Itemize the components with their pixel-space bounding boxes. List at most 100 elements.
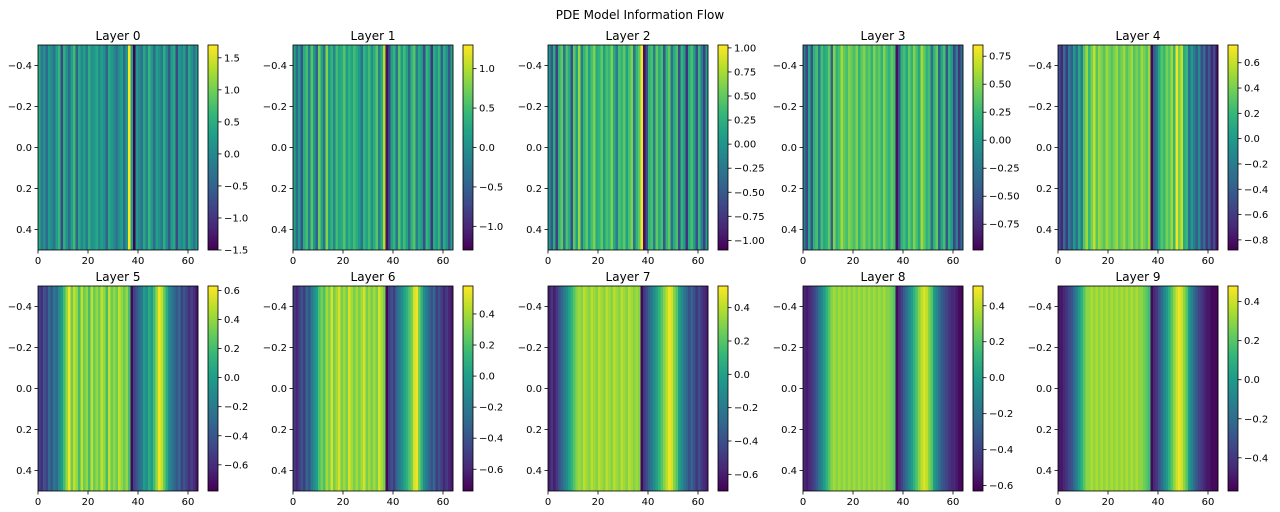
heatmap-column xyxy=(185,45,189,250)
heatmap-column xyxy=(1068,45,1071,250)
heatmap-column xyxy=(188,45,191,250)
heatmap-column xyxy=(1088,45,1091,250)
colorbar xyxy=(463,286,473,491)
heatmap-column xyxy=(1098,286,1101,491)
heatmap-column xyxy=(698,286,701,491)
colorbar-tick-label: 0.0 xyxy=(224,149,240,160)
colorbar-tick-label: 1.0 xyxy=(224,85,240,96)
heatmap-column xyxy=(618,45,621,250)
y-tick-label: 0.4 xyxy=(781,225,797,236)
heatmap-column xyxy=(343,286,346,491)
heatmap-column xyxy=(423,286,426,491)
heatmap-column xyxy=(885,286,889,491)
heatmap-column xyxy=(415,286,419,491)
heatmap-column xyxy=(125,286,129,491)
heatmap-column xyxy=(45,286,49,491)
x-tick-label: 0 xyxy=(545,497,551,508)
colorbar-tick-label: 0.2 xyxy=(989,337,1005,348)
y-tick-label: 0.4 xyxy=(16,466,32,477)
heatmap-column xyxy=(620,45,624,250)
heatmap-column xyxy=(1158,286,1161,491)
heatmap-column xyxy=(123,286,126,491)
layer-panel-3: Layer 3 0 20 40 60 −0.4 −0.2 0.0 0.2 0.4 0.75 0.50 0… xyxy=(773,29,1020,267)
heatmap-column xyxy=(70,45,74,250)
heatmap-column xyxy=(158,45,161,250)
heatmap-column xyxy=(125,45,129,250)
heatmap-column xyxy=(695,286,699,491)
heatmap-column xyxy=(1085,45,1089,250)
heatmap-column xyxy=(928,286,931,491)
y-tick-label: 0.2 xyxy=(1036,184,1052,195)
heatmap-column xyxy=(180,45,184,250)
heatmap-column xyxy=(558,45,561,250)
y-tick-label: 0.4 xyxy=(271,466,287,477)
heatmap-column xyxy=(553,45,556,250)
heatmap-column xyxy=(63,45,66,250)
heatmap-column xyxy=(950,286,954,491)
heatmap-column xyxy=(643,45,646,250)
heatmap-column xyxy=(298,286,301,491)
heatmap-column xyxy=(568,45,571,250)
y-tick-label: −0.2 xyxy=(773,343,797,354)
colorbar-tick-label: 0.75 xyxy=(734,67,756,78)
heatmap-column xyxy=(1175,45,1179,250)
colorbar-tick-label: 0.0 xyxy=(1244,375,1260,386)
heatmap-column xyxy=(1110,45,1114,250)
heatmap-column xyxy=(90,286,94,491)
heatmap-column xyxy=(138,45,141,250)
heatmap-column xyxy=(1125,286,1129,491)
heatmap-column xyxy=(898,286,901,491)
heatmap-column xyxy=(183,286,186,491)
x-tick-label: 0 xyxy=(35,256,41,267)
heatmap-column xyxy=(583,286,586,491)
panel-title: Layer 9 xyxy=(1116,270,1161,284)
heatmap-column xyxy=(43,45,46,250)
colorbar-tick-label: 0.4 xyxy=(1244,84,1260,95)
heatmap-column xyxy=(883,286,886,491)
heatmap-column xyxy=(43,286,46,491)
heatmap-column xyxy=(108,45,111,250)
x-tick-label: 0 xyxy=(35,497,41,508)
y-tick-label: 0.0 xyxy=(781,384,797,395)
heatmap-column xyxy=(103,45,106,250)
heatmap-column xyxy=(175,286,179,491)
heatmap-column xyxy=(640,45,644,250)
heatmap-column xyxy=(570,45,574,250)
heatmap-column xyxy=(563,45,566,250)
heatmap-column xyxy=(698,45,701,250)
heatmap-column xyxy=(655,286,659,491)
heatmap-column xyxy=(633,45,636,250)
heatmap-column xyxy=(120,45,124,250)
x-tick-label: 40 xyxy=(1152,256,1165,267)
heatmap-column xyxy=(1083,45,1086,250)
y-tick-label: −0.2 xyxy=(1028,102,1052,113)
heatmap-column xyxy=(335,286,339,491)
heatmap-column xyxy=(158,286,161,491)
heatmap-column xyxy=(1173,45,1176,250)
heatmap-column xyxy=(65,45,69,250)
heatmap-cells xyxy=(38,45,199,250)
x-tick-label: 60 xyxy=(692,497,705,508)
heatmap-column xyxy=(855,286,859,491)
y-tick-label: 0.2 xyxy=(271,425,287,436)
heatmap-column xyxy=(833,286,836,491)
heatmap-column xyxy=(155,286,159,491)
heatmap-column xyxy=(428,45,431,250)
colorbar-tick-label: 0.6 xyxy=(224,286,240,297)
heatmap-column xyxy=(888,286,891,491)
heatmap-column xyxy=(408,45,411,250)
heatmap-column xyxy=(948,45,951,250)
colorbar-tick-label: 0.0 xyxy=(224,373,240,384)
heatmap-column xyxy=(325,286,329,491)
y-tick-label: −0.4 xyxy=(263,302,287,313)
heatmap-column xyxy=(378,45,381,250)
heatmap-column xyxy=(1125,45,1129,250)
x-tick-label: 20 xyxy=(1102,497,1115,508)
heatmap-column xyxy=(870,286,874,491)
colorbar-tick-label: −1.5 xyxy=(224,246,248,257)
heatmap-column xyxy=(830,45,834,250)
heatmap-column xyxy=(688,286,691,491)
heatmap-column xyxy=(78,286,81,491)
heatmap-column xyxy=(1198,45,1201,250)
x-tick-label: 20 xyxy=(337,256,350,267)
